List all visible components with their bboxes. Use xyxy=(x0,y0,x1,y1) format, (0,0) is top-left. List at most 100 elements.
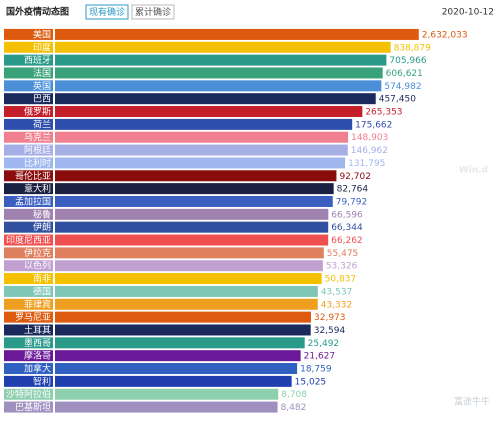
category-label-box xyxy=(4,350,53,362)
value-label: 8,708 xyxy=(281,390,307,400)
value-label: 55,475 xyxy=(327,249,359,259)
category-label-box xyxy=(4,337,53,349)
tab[interactable] xyxy=(85,4,129,20)
bar xyxy=(55,234,329,246)
category-label-box xyxy=(4,93,53,105)
bar xyxy=(55,285,318,297)
bar xyxy=(55,298,318,310)
bar xyxy=(55,388,279,400)
tab-label[interactable]: 累计确诊 xyxy=(135,6,171,18)
category-label-box xyxy=(4,375,53,387)
category-label: 比利时 xyxy=(24,157,51,169)
bar xyxy=(55,106,363,118)
value-label: 32,594 xyxy=(314,326,346,336)
bar xyxy=(55,170,337,182)
category-label-box xyxy=(4,234,53,246)
category-label: 摩洛哥 xyxy=(24,350,51,362)
category-label: 以色列 xyxy=(24,260,51,272)
value-label: 92,702 xyxy=(339,172,371,182)
bar xyxy=(55,324,311,336)
category-label: 巴西 xyxy=(33,94,51,105)
value-label: 18,759 xyxy=(300,365,332,375)
value-label: 66,262 xyxy=(331,236,363,246)
category-label: 乌克兰 xyxy=(24,131,51,143)
bar xyxy=(55,208,329,220)
category-label-box xyxy=(4,311,53,323)
value-label: 43,332 xyxy=(321,300,353,310)
category-label-box xyxy=(4,195,53,207)
bar xyxy=(55,273,322,285)
date: 2020-10-12 xyxy=(442,8,494,18)
value-label: 15,025 xyxy=(295,377,327,387)
value-label: 705,966 xyxy=(389,56,426,66)
category-label-box xyxy=(4,183,53,195)
category-label-box xyxy=(4,260,53,272)
category-label: 巴基斯坦 xyxy=(15,401,51,413)
value-label: 79,792 xyxy=(336,197,368,207)
value-label: 606,621 xyxy=(386,69,423,79)
category-label-box xyxy=(4,118,53,130)
category-label: 罗马尼亚 xyxy=(15,312,51,323)
category-label-box xyxy=(4,285,53,297)
category-label: 加拿大 xyxy=(24,363,51,375)
category-label-box xyxy=(4,388,53,400)
category-label: 哥伦比亚 xyxy=(15,170,51,182)
category-label: 英国 xyxy=(33,80,51,92)
category-label: 伊朗 xyxy=(33,221,51,233)
bar xyxy=(55,337,305,349)
bar xyxy=(55,260,323,272)
bar xyxy=(55,221,329,233)
value-label: 43,537 xyxy=(321,287,353,297)
value-label: 82,764 xyxy=(337,185,369,195)
value-label: 66,344 xyxy=(331,223,363,233)
category-label: 智利 xyxy=(33,375,51,387)
value-label: 457,450 xyxy=(379,95,416,105)
value-label: 50,837 xyxy=(325,275,357,285)
category-label-box xyxy=(4,401,53,413)
watermark: Win.d xyxy=(459,166,488,176)
category-label: 墨西哥 xyxy=(24,338,51,349)
category-label: 西班牙 xyxy=(24,54,51,66)
category-label-box xyxy=(4,157,53,169)
value-label: 21,627 xyxy=(304,352,336,362)
bar xyxy=(55,375,292,387)
category-label-box xyxy=(4,106,53,118)
bar xyxy=(55,247,324,259)
category-label-box xyxy=(4,363,53,375)
value-label: 265,353 xyxy=(365,108,402,118)
chart-title: 国外疫情动态图 xyxy=(6,6,69,18)
bar xyxy=(55,183,334,195)
bar xyxy=(55,195,333,207)
bar xyxy=(55,401,278,413)
tab[interactable] xyxy=(131,4,175,20)
category-label: 南非 xyxy=(33,273,51,285)
category-label: 伊拉克 xyxy=(24,247,51,259)
value-label: 146,962 xyxy=(351,146,388,156)
category-label: 荷兰 xyxy=(33,118,51,130)
value-label: 2,632,033 xyxy=(422,30,468,40)
tab-label[interactable]: 现有确诊 xyxy=(89,6,125,18)
category-label: 德国 xyxy=(33,285,51,297)
bar xyxy=(55,157,346,169)
category-label-box xyxy=(4,221,53,233)
category-label: 阿根廷 xyxy=(24,144,51,156)
bar xyxy=(55,311,312,323)
watermark: 富途牛牛 xyxy=(454,396,490,408)
category-label-box xyxy=(4,131,53,143)
category-label: 沙特阿拉伯 xyxy=(6,388,51,400)
value-label: 53,326 xyxy=(326,262,358,272)
category-label: 菲律宾 xyxy=(24,298,51,310)
bar xyxy=(55,54,387,66)
category-label-box xyxy=(4,67,53,79)
bar xyxy=(55,363,298,375)
category-label-box xyxy=(4,54,53,66)
category-label: 印度尼西亚 xyxy=(6,234,51,246)
category-label-box xyxy=(4,247,53,259)
category-label-box xyxy=(4,28,53,40)
category-label: 意大利 xyxy=(24,183,51,195)
category-label: 印度 xyxy=(33,41,51,53)
value-label: 8,482 xyxy=(281,403,307,413)
bar xyxy=(55,350,301,362)
bar xyxy=(55,80,382,92)
